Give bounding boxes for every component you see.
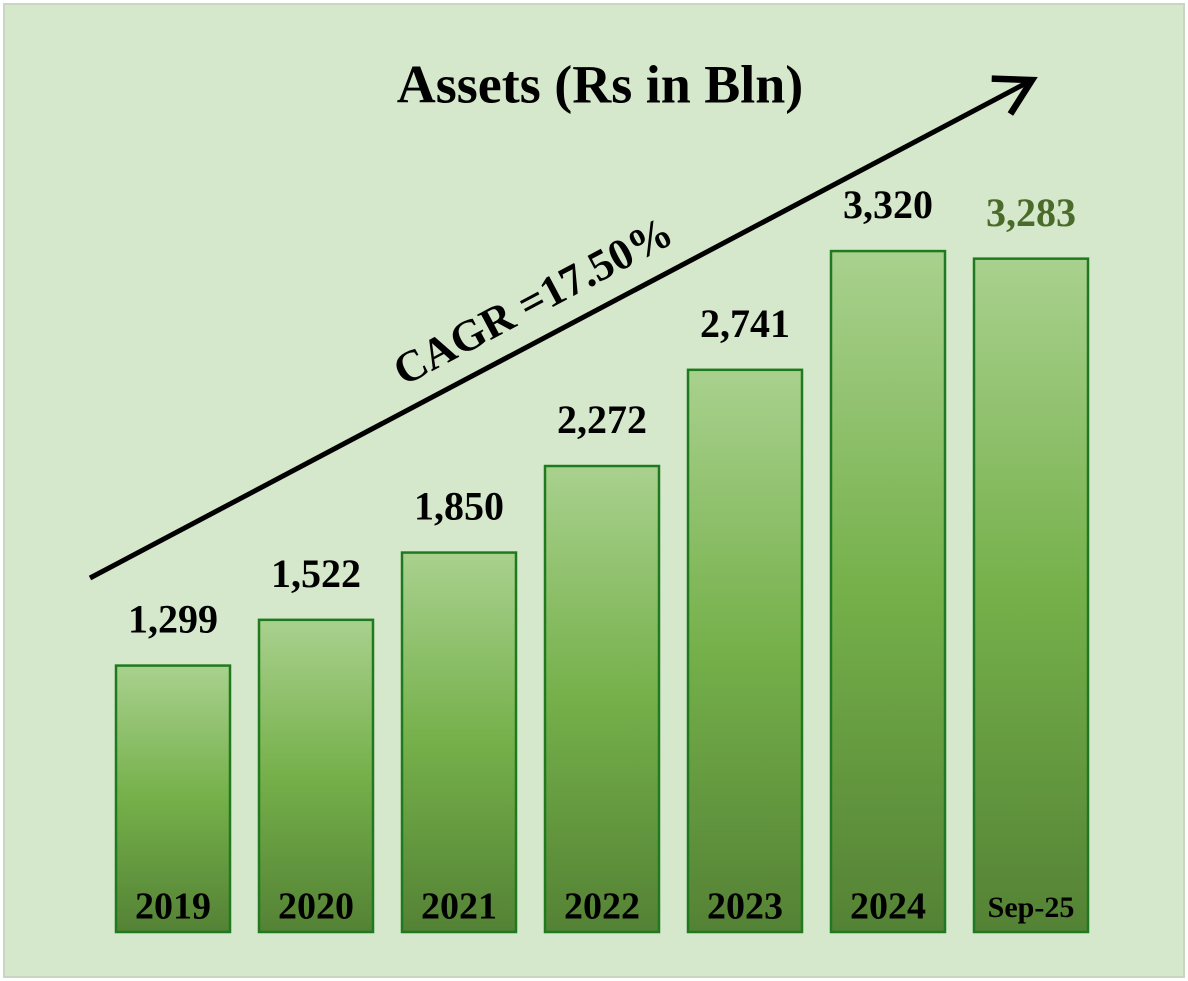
value-label: 3,320 [843,182,933,227]
bar [829,249,947,934]
trend-arrow [88,75,1038,581]
x-tick-label: 2019 [135,886,211,928]
value-label: 1,299 [128,597,218,642]
value-label: 2,741 [700,301,790,346]
x-tick-label: 2022 [564,886,640,928]
bar [114,664,232,934]
value-label: 1,850 [414,484,504,529]
bar [400,551,518,934]
bar [686,368,804,934]
value-label: 1,522 [271,551,361,596]
x-tick-label: 2024 [850,886,926,928]
x-tick-label: 2021 [421,886,497,928]
x-tick-label: 2023 [707,886,783,928]
value-label: 3,283 [986,190,1076,235]
x-tick-label: 2020 [278,886,354,928]
x-tick-label: Sep-25 [988,891,1075,924]
bar [972,257,1090,934]
value-label: 2,272 [557,397,647,442]
chart-title: Assets (Rs in Bln) [397,54,804,114]
bar [543,464,661,934]
bar [257,618,375,934]
